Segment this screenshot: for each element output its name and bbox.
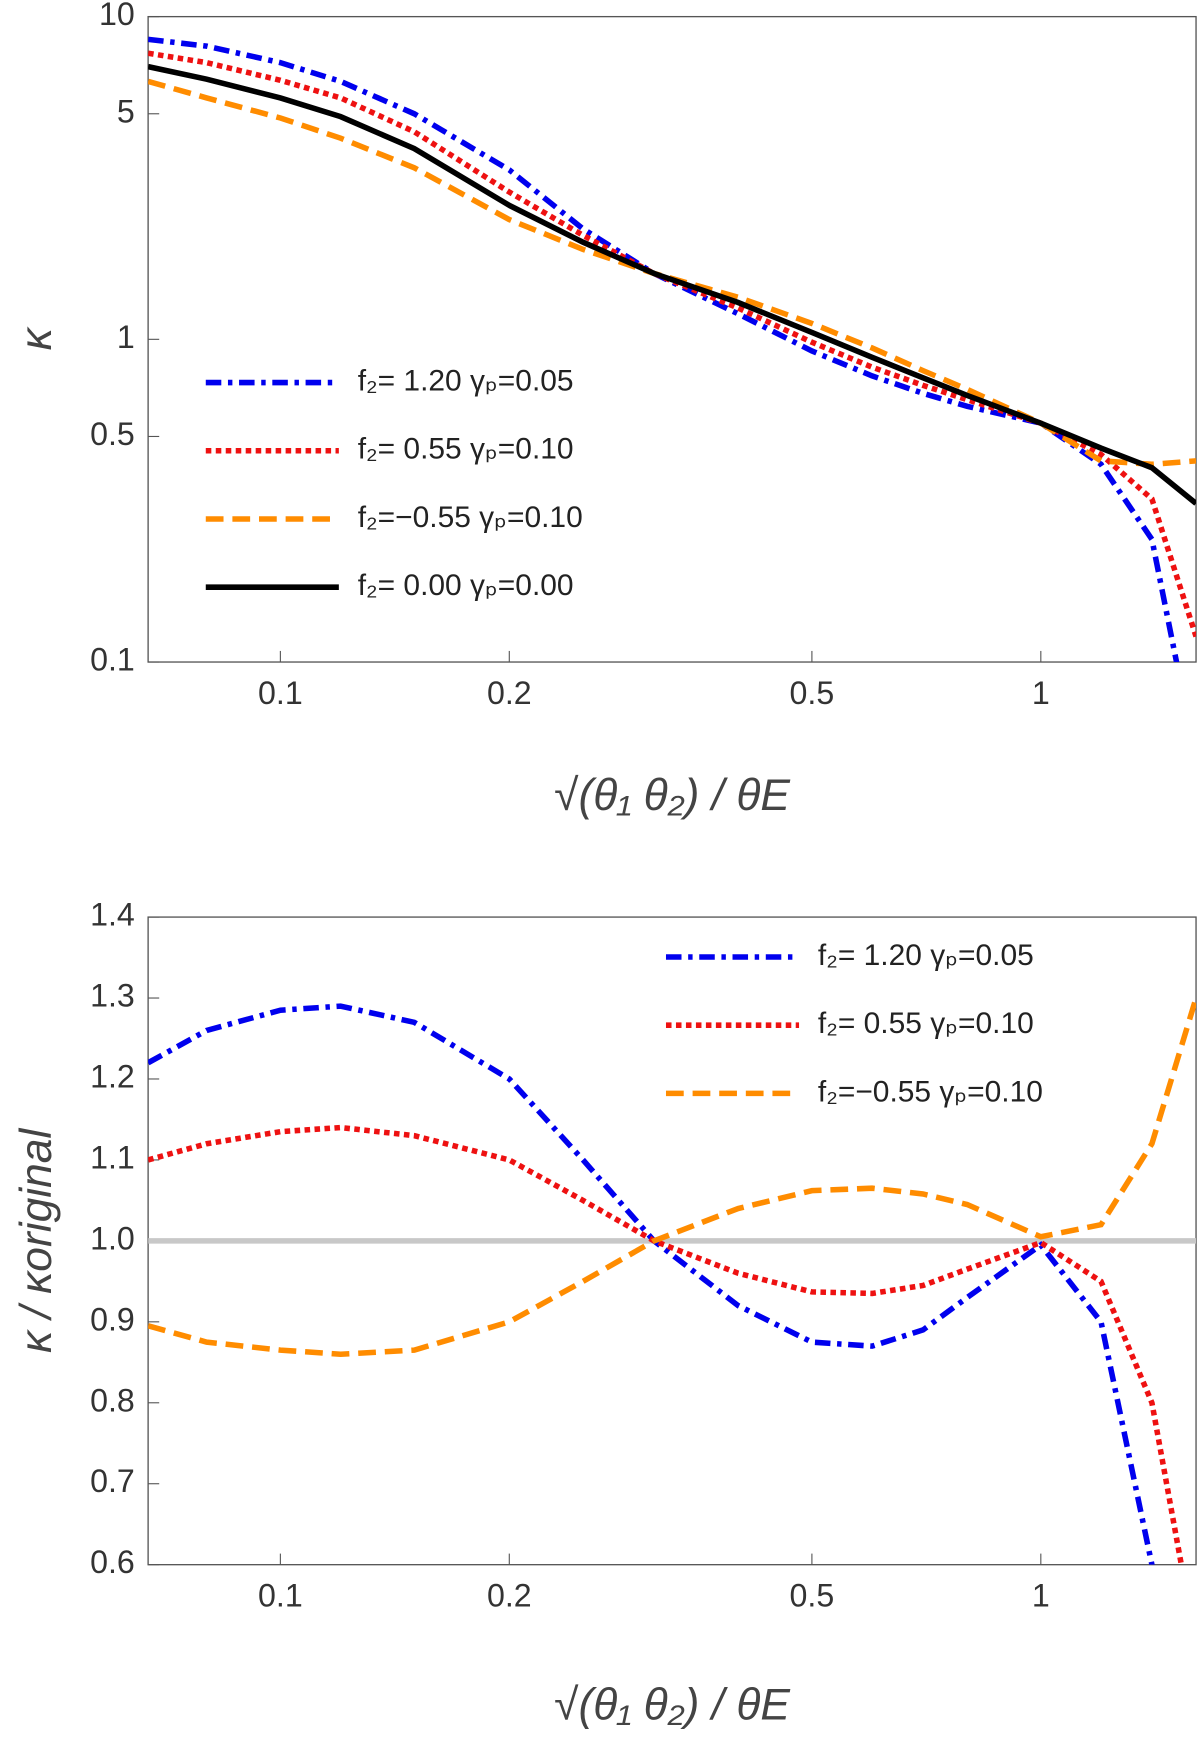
- x-tick-label: 0.1: [258, 675, 303, 711]
- legend-label: f₂= 0.00 γₚ=0.00: [358, 569, 574, 602]
- x-tick-label: 0.5: [790, 675, 835, 711]
- series-line: [148, 36, 1180, 663]
- y-tick-label: 1: [117, 319, 135, 355]
- series-line: [148, 78, 1197, 468]
- series-line: [148, 1003, 1155, 1565]
- y-tick-label: 0.7: [90, 1463, 135, 1499]
- x-tick-label: 0.2: [487, 675, 532, 711]
- plot-area: 0.1 0.2 0.5 1 0.1 0.5 1 5 10 √(θ₁ θ₂) / θE κ f₂= 1.…: [12, 0, 1197, 820]
- y-tick-label: 1.4: [90, 897, 135, 933]
- x-tick-label: 0.2: [487, 1577, 532, 1613]
- y-tick-label: 1.0: [90, 1220, 135, 1256]
- y-tick-label: 1.2: [90, 1058, 135, 1094]
- series-line: [148, 1124, 1185, 1565]
- y-tick-label: 0.1: [90, 642, 135, 678]
- x-tick-label: 0.5: [790, 1577, 835, 1613]
- y-tick-label: 1.1: [90, 1139, 135, 1175]
- legend-label: f₂= 0.55 γₚ=0.10: [358, 433, 574, 466]
- y-tick-label: 0.8: [90, 1382, 135, 1418]
- legend: f₂= 1.20 γₚ=0.05 f₂= 0.55 γₚ=0.10 f₂=−0.55…: [205, 364, 583, 602]
- legend-label: f₂= 0.55 γₚ=0.10: [818, 1007, 1034, 1040]
- y-tick-label: 1.3: [90, 978, 135, 1014]
- x-axis-title: √(θ₁ θ₂) / θE: [554, 1680, 790, 1729]
- y-tick-label: 5: [117, 93, 135, 129]
- x-tick-label: 1: [1032, 675, 1050, 711]
- plot-lines: [148, 997, 1197, 1565]
- y-tick-label: 0.5: [90, 416, 135, 452]
- y-tick-label: 10: [99, 0, 135, 32]
- x-tick-label: 1: [1032, 1577, 1050, 1613]
- legend: f₂= 1.20 γₚ=0.05 f₂= 0.55 γₚ=0.10 f₂=−0.55…: [665, 939, 1043, 1108]
- legend-label: f₂= 1.20 γₚ=0.05: [818, 939, 1034, 972]
- y-axis-title: κ / κoriginal: [12, 1128, 61, 1353]
- series-line: [148, 63, 1197, 506]
- y-axis-title: κ: [12, 325, 61, 350]
- plot-frame: [147, 15, 1197, 663]
- legend-label: f₂=−0.55 γₚ=0.10: [358, 501, 583, 534]
- y-tick-label: 0.9: [90, 1301, 135, 1337]
- series-line: [148, 997, 1197, 1357]
- legend-label: f₂=−0.55 γₚ=0.10: [818, 1075, 1043, 1108]
- x-tick-label: 0.1: [258, 1577, 303, 1613]
- y-tick-label: 0.6: [90, 1544, 135, 1580]
- plot-lines: [148, 36, 1197, 663]
- x-axis-title: √(θ₁ θ₂) / θE: [554, 771, 790, 820]
- legend-label: f₂= 1.20 γₚ=0.05: [358, 364, 574, 397]
- plot-area: 0.1 0.2 0.5 1 0.6 0.7 0.8 0.9 1.0 1.1 1.2 1.3 1.4 √(θ…: [12, 897, 1197, 1729]
- series-line: [148, 50, 1197, 638]
